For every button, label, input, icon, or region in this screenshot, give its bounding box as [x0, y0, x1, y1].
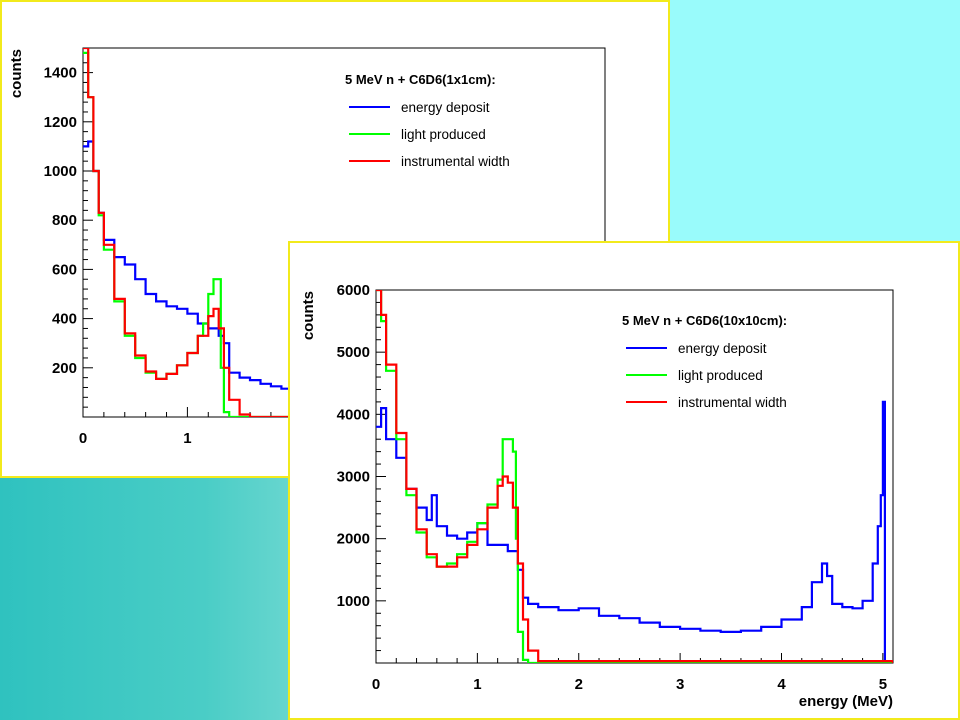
- y-tick-label: 5000: [337, 344, 370, 361]
- x-tick-label: 5: [879, 676, 887, 693]
- x-axis-title: energy (MeV): [799, 693, 893, 710]
- series-line-instrumental-width: [376, 290, 893, 663]
- series-line-energy-deposit: [376, 400, 893, 663]
- legend-entry: instrumental width: [401, 154, 510, 169]
- x-tick-label: 1: [473, 676, 481, 693]
- y-tick-label: 1000: [44, 163, 77, 180]
- y-tick-label: 1400: [44, 65, 77, 82]
- background-cyan-block: [670, 0, 960, 245]
- y-tick-label: 400: [52, 311, 77, 328]
- background-teal-block: [0, 478, 292, 720]
- y-tick-label: 800: [52, 212, 77, 229]
- y-axis-title: counts: [8, 49, 25, 98]
- x-tick-label: 4: [777, 676, 786, 693]
- x-tick-label: 0: [79, 430, 87, 447]
- series-group: [83, 48, 293, 417]
- legend-entry: energy deposit: [401, 100, 490, 115]
- x-tick-label: 3: [676, 676, 684, 693]
- legend-entry: light produced: [678, 368, 763, 383]
- legend-entry: light produced: [401, 127, 486, 142]
- x-tick-label: 1: [183, 430, 191, 447]
- legend-title: 5 MeV n + C6D6(1x1cm):: [345, 72, 496, 87]
- legend-entry: energy deposit: [678, 341, 767, 356]
- chart-panel-10x10cm: 0 1 2 3 4 5 1000 2000 3000 4000 5000 6000 counts ener…: [288, 241, 960, 720]
- y-tick-label: 600: [52, 261, 77, 278]
- series-line-instrumental-width: [83, 48, 292, 417]
- series-line-light-produced: [376, 290, 893, 663]
- y-tick-label: 2000: [337, 531, 370, 548]
- y-tick-label: 1000: [337, 593, 370, 610]
- y-tick-label: 4000: [337, 406, 370, 423]
- series-group: [376, 290, 893, 663]
- legend-title: 5 MeV n + C6D6(10x10cm):: [622, 313, 787, 328]
- legend-entry: instrumental width: [678, 395, 787, 410]
- x-tick-label: 2: [575, 676, 583, 693]
- y-tick-label: 6000: [337, 282, 370, 299]
- x-tick-label: 0: [372, 676, 380, 693]
- plot-frame: [375, 289, 894, 664]
- y-tick-label: 1200: [44, 114, 77, 131]
- chart-1x1cm: 012200400600800100012001400counts5 MeV n…: [8, 47, 606, 447]
- y-tick-label: 200: [52, 360, 77, 377]
- y-tick-label: 3000: [337, 469, 370, 486]
- y-axis-title: counts: [300, 291, 317, 340]
- chart-10x10cm: 0 1 2 3 4 5 1000 2000 3000 4000 5000 6000 counts ener…: [300, 282, 894, 710]
